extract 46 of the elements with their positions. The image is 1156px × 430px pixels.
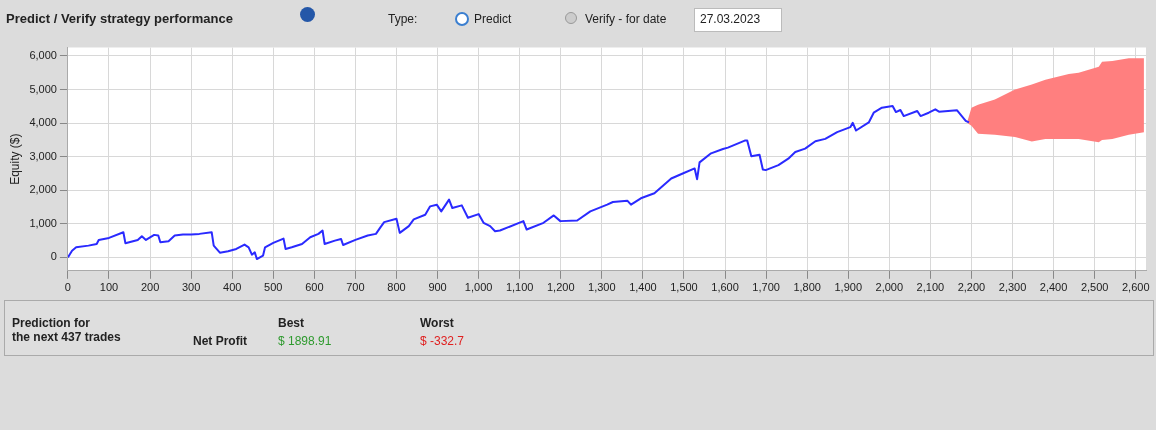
y-tick-label: 4,000 (29, 116, 57, 129)
x-tick-label: 400 (223, 281, 242, 294)
x-tick-label: 1,900 (834, 281, 863, 294)
text: 27.03.2023 (700, 12, 761, 26)
text: $ 1898.91 (278, 334, 332, 348)
x-tick-label: 2,000 (875, 281, 904, 294)
x-tick-label: 0 (64, 281, 71, 294)
text: Predict (474, 12, 512, 26)
x-tick-label: 1,100 (505, 281, 534, 294)
x-tick-label: 1,300 (588, 281, 616, 294)
y-tick-label: 5,000 (29, 82, 57, 95)
x-tick-label: 1,000 (464, 281, 493, 294)
y-tick-label: 1,000 (29, 216, 57, 229)
y-tick-label: 2,000 (29, 183, 57, 196)
x-tick-label: 1,500 (670, 281, 698, 294)
x-tick-label: 2,400 (1039, 281, 1068, 294)
x-tick-label: 2,100 (916, 281, 945, 294)
text: Worst (420, 316, 454, 330)
text: Verify - for date (585, 12, 667, 26)
y-axis-title: Equity ($) (7, 133, 22, 185)
x-tick-label: 1,800 (793, 281, 821, 294)
text: Best (278, 316, 305, 330)
x-tick-label: 700 (346, 281, 365, 294)
y-tick-label: 3,000 (29, 149, 57, 162)
y-tick-label: 6,000 (29, 49, 57, 62)
x-tick-label: 900 (428, 281, 447, 294)
chart-title: Predict / Verify strategy performance (6, 11, 233, 26)
x-tick-label: 1,200 (546, 281, 575, 294)
x-tick-label: 500 (264, 281, 283, 294)
x-tick-label: 2,300 (998, 281, 1027, 294)
text: $ -332.7 (420, 334, 465, 348)
y-tick-label: 0 (50, 250, 57, 263)
x-tick-label: 800 (387, 281, 406, 294)
x-tick-label: 1,700 (752, 281, 780, 294)
text: Net Profit (193, 334, 247, 348)
x-tick-label: 2,500 (1080, 281, 1109, 294)
x-tick-label: 2,600 (1121, 281, 1150, 294)
x-tick-label: 100 (99, 281, 119, 294)
x-tick-label: 2,200 (957, 281, 986, 294)
x-tick-label: 300 (181, 281, 201, 294)
x-tick-label: 1,600 (711, 281, 739, 294)
text: Prediction for the next 437 trades (12, 316, 121, 344)
text: Type: (388, 12, 418, 26)
x-tick-label: 600 (305, 281, 324, 294)
x-tick-label: 200 (140, 281, 160, 294)
x-tick-label: 1,400 (629, 281, 657, 294)
